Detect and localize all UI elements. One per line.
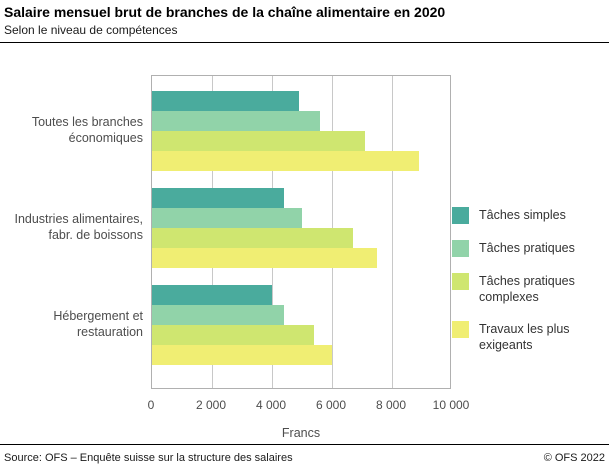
bar-2-1 — [152, 188, 284, 208]
x-tick-label: 4 000 — [255, 398, 287, 412]
chart-title: Salaire mensuel brut de branches de la c… — [4, 4, 446, 20]
footer-divider — [0, 444, 609, 445]
bar-1-3 — [152, 131, 365, 151]
bar-2-4 — [152, 248, 377, 268]
bar-2-2 — [152, 208, 302, 228]
x-tick-label: 0 — [147, 398, 155, 412]
legend-item: Tâches pratiques — [452, 240, 604, 257]
legend-label: Tâches pratiques — [479, 241, 575, 255]
legend-label: Travaux les plus exigeants — [479, 322, 570, 352]
bar-3-4 — [152, 345, 332, 365]
bar-1-4 — [152, 151, 419, 171]
legend-item: Tâches simples — [452, 207, 604, 224]
category-label: Hébergement et restauration — [53, 309, 143, 339]
x-tick-label: 10 000 — [432, 398, 470, 412]
bar-3-3 — [152, 325, 314, 345]
header-divider — [0, 42, 609, 43]
gridline — [392, 76, 393, 388]
bar-3-2 — [152, 305, 284, 325]
legend-swatch — [452, 321, 469, 338]
bar-1-1 — [152, 91, 299, 111]
legend-swatch — [452, 240, 469, 257]
plot-area — [151, 75, 451, 389]
source-note: Source: OFS – Enquête suisse sur la stru… — [4, 452, 293, 464]
x-tick-label: 2 000 — [195, 398, 227, 412]
legend-label: Tâches simples — [479, 208, 566, 222]
category-label: Industries alimentaires, fabr. de boisson… — [14, 212, 143, 242]
category-label: Toutes les branches économiques — [31, 115, 143, 145]
x-tick-label: 8 000 — [375, 398, 407, 412]
bar-1-2 — [152, 111, 320, 131]
chart-subtitle: Selon le niveau de compétences — [4, 23, 178, 37]
legend-item: Tâches pratiques complexes — [452, 273, 604, 305]
legend-item: Travaux les plus exigeants — [452, 321, 604, 353]
legend: Tâches simples Tâches pratiques Tâches pra… — [452, 207, 604, 353]
legend-label: Tâches pratiques complexes — [479, 274, 575, 304]
copyright-note: © OFS 2022 — [543, 452, 605, 464]
legend-swatch — [452, 207, 469, 224]
x-axis-title: Francs — [281, 426, 321, 440]
x-tick-label: 6 000 — [315, 398, 347, 412]
bar-2-3 — [152, 228, 353, 248]
bar-3-1 — [152, 285, 272, 305]
legend-swatch — [452, 273, 469, 290]
